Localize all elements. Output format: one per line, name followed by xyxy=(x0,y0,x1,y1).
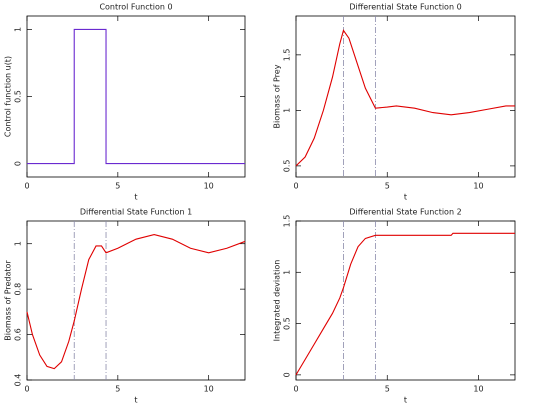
x-tick-label: 5 xyxy=(385,385,390,394)
chart-title: Differential State Function 2 xyxy=(349,208,461,217)
x-tick-label: 10 xyxy=(473,385,483,394)
y-tick-label: 0.8 xyxy=(14,283,23,296)
x-axis-label: t xyxy=(134,193,137,202)
plot-frame xyxy=(295,15,516,178)
y-tick-label: 0 xyxy=(283,372,292,377)
y-tick-label: 0.4 xyxy=(14,374,23,387)
y-tick-label: 1 xyxy=(283,270,292,275)
y-tick-label: 0.6 xyxy=(14,328,23,341)
data-line xyxy=(295,232,515,376)
x-tick-label: 10 xyxy=(204,182,214,191)
y-tick-label: 0.5 xyxy=(14,90,23,103)
y-tick-label: 0 xyxy=(14,161,23,166)
y-tick-label: 1 xyxy=(283,108,292,113)
x-tick-label: 5 xyxy=(115,182,120,191)
x-tick-label: 0 xyxy=(24,182,29,191)
x-axis-label: t xyxy=(404,193,407,202)
y-tick-label: 0.5 xyxy=(283,317,292,330)
y-tick-label: 1 xyxy=(14,241,23,246)
chart-title: Control Function 0 xyxy=(99,3,172,12)
y-axis-label: Control function u(t) xyxy=(4,56,13,137)
x-axis-label: t xyxy=(404,396,407,405)
plot-frame xyxy=(295,220,516,381)
y-tick-label: 1.5 xyxy=(283,215,292,228)
x-tick-label: 5 xyxy=(115,385,120,394)
y-axis-label: Integrated deviation xyxy=(273,260,282,342)
x-axis-label: t xyxy=(134,396,137,405)
chart-title: Differential State Function 0 xyxy=(349,3,461,12)
y-tick-label: 0.5 xyxy=(283,160,292,173)
x-tick-label: 10 xyxy=(473,182,483,191)
y-tick-label: 1.5 xyxy=(283,48,292,61)
y-tick-label: 1 xyxy=(14,27,23,32)
x-tick-label: 0 xyxy=(293,182,298,191)
x-tick-label: 5 xyxy=(385,182,390,191)
x-tick-label: 0 xyxy=(293,385,298,394)
x-tick-label: 10 xyxy=(204,385,214,394)
data-line xyxy=(295,29,515,167)
x-tick-label: 0 xyxy=(24,385,29,394)
y-axis-label: Biomass of Prey xyxy=(273,64,282,128)
plot-frame xyxy=(26,220,246,381)
data-line xyxy=(27,28,245,165)
plot-frame xyxy=(26,15,246,178)
data-line xyxy=(26,234,246,370)
chart-title: Differential State Function 1 xyxy=(80,208,192,217)
y-axis-label: Biomass of Predator xyxy=(4,260,13,341)
